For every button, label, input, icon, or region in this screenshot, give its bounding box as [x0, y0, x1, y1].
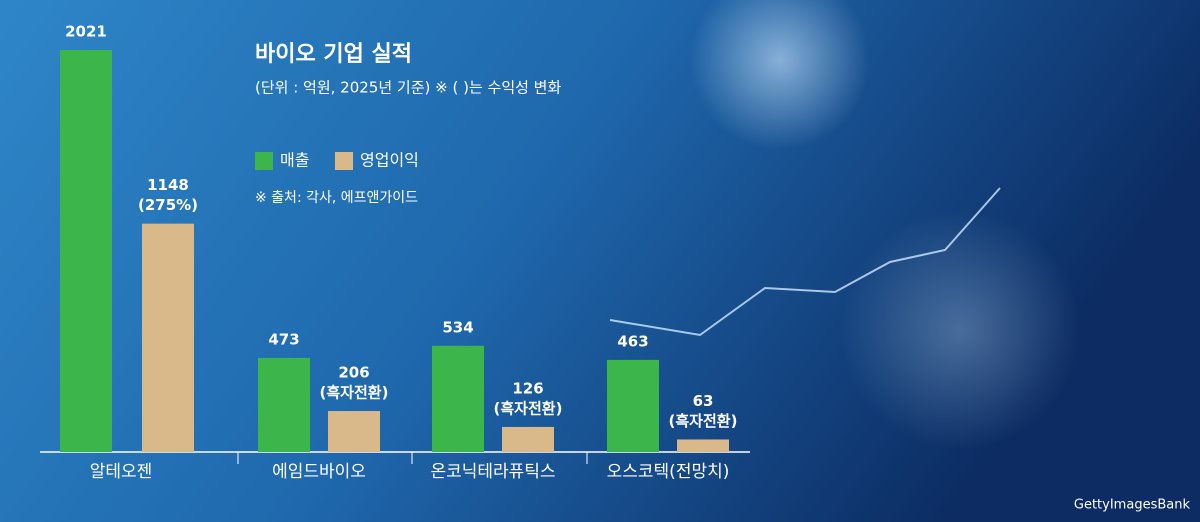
decor-glow [840, 210, 1080, 450]
bar [328, 411, 380, 452]
bar [607, 359, 659, 452]
bar [142, 223, 194, 452]
legend-label: 영업이익 [360, 151, 419, 170]
x-tick-label: 알테오젠 [90, 462, 153, 482]
bar [432, 345, 484, 452]
value-note: (흑자전환) [320, 384, 389, 402]
value-label: 206 [338, 364, 369, 382]
value-label: 473 [268, 330, 299, 348]
legend-label: 매출 [280, 151, 309, 170]
bar [60, 50, 112, 452]
value-note: (흑자전환) [494, 399, 563, 417]
x-tick-label: 에임드바이오 [272, 462, 366, 482]
x-tick-label: 오스코텍(전망치) [607, 462, 730, 482]
value-label: 1148 [147, 176, 189, 194]
value-note: (흑자전환) [669, 412, 738, 430]
credit: GettyImagesBank [1074, 498, 1191, 513]
source: ※ 출처: 각사, 에프앤가이드 [255, 190, 418, 206]
bar [502, 426, 554, 452]
legend-swatch [335, 152, 353, 170]
x-tick-label: 온코닉테라퓨틱스 [430, 462, 555, 482]
decor-glow [690, 0, 870, 150]
decor-line [609, 187, 1001, 337]
bar [677, 439, 729, 452]
bar [258, 357, 310, 452]
value-label: 463 [617, 332, 648, 350]
value-note: (275%) [138, 196, 198, 214]
value-label: 126 [512, 379, 543, 397]
chart-subtitle: (단위 : 억원, 2025년 기준) ※ ( )는 수익성 변화 [255, 79, 561, 97]
value-label: 2021 [65, 23, 107, 41]
value-label: 534 [442, 318, 473, 336]
legend-swatch [255, 152, 273, 170]
value-label: 63 [693, 392, 714, 410]
chart-title: 바이오 기업 실적 [255, 42, 412, 67]
